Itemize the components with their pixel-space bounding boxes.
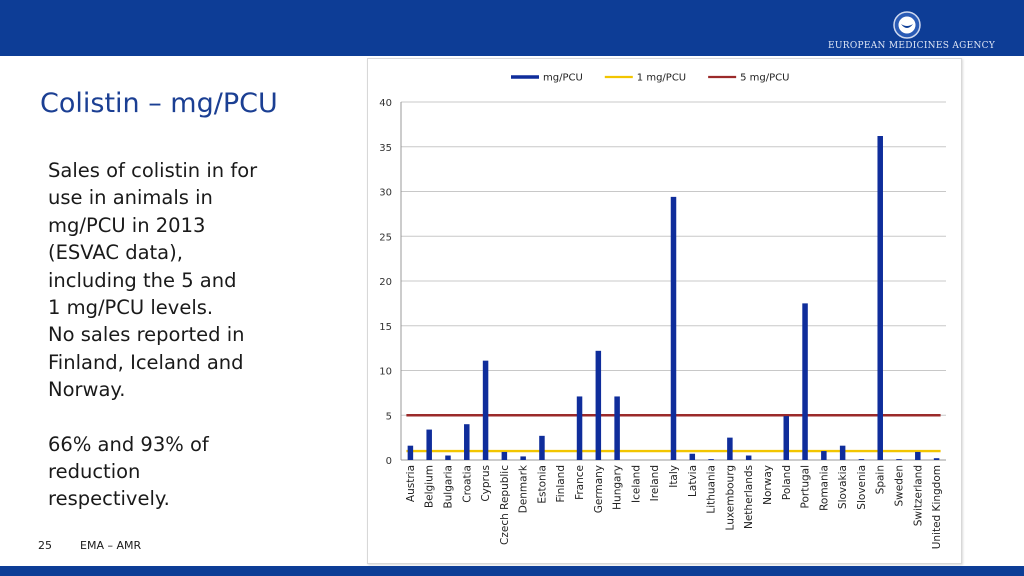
x-tick-label: Italy bbox=[668, 465, 680, 488]
x-tick-label: Poland bbox=[781, 465, 793, 500]
bar bbox=[464, 424, 470, 460]
y-tick-label: 0 bbox=[386, 456, 392, 467]
slide-body: Sales of colistin in for use in animals … bbox=[48, 157, 318, 513]
x-tick-label: Austria bbox=[405, 465, 417, 502]
bar bbox=[708, 459, 714, 460]
bar bbox=[520, 456, 526, 460]
bar bbox=[576, 396, 583, 460]
slide-title: Colistin – mg/PCU bbox=[40, 88, 278, 119]
agency-name: EUROPEAN MEDICINES AGENCY bbox=[828, 41, 996, 51]
y-tick-label: 10 bbox=[379, 367, 392, 378]
bar bbox=[595, 350, 602, 460]
legend-label: 5 mg/PCU bbox=[740, 73, 789, 84]
bar bbox=[482, 360, 489, 460]
x-tick-label: Iceland bbox=[630, 465, 642, 503]
x-tick-label: Switzerland bbox=[912, 465, 924, 526]
header-bar: EUROPEAN MEDICINES AGENCY bbox=[0, 0, 1024, 56]
y-tick-label: 15 bbox=[379, 322, 392, 333]
bar bbox=[858, 459, 865, 460]
x-tick-label: Finland bbox=[555, 465, 567, 503]
x-tick-label: United Kingdom bbox=[931, 465, 943, 549]
footer-bar bbox=[0, 566, 1024, 576]
bar bbox=[670, 196, 677, 460]
legend-label: mg/PCU bbox=[543, 73, 583, 84]
body-paragraph-2: 66% and 93% of reduction respectively. bbox=[48, 432, 209, 511]
x-tick-label: Estonia bbox=[536, 465, 548, 504]
bar bbox=[933, 458, 940, 460]
body-paragraph-1: Sales of colistin in for use in animals … bbox=[48, 159, 258, 402]
x-tick-label: Lithuania bbox=[706, 465, 718, 514]
chart-panel: 0 5 10 15 20 25 30 35 40 Austria Belgium Bulgaria Cr… bbox=[367, 58, 962, 564]
x-tick-label: Croatia bbox=[461, 465, 473, 503]
bar bbox=[839, 445, 846, 460]
x-tick-label: Ireland bbox=[649, 465, 661, 501]
ema-emblem-icon bbox=[893, 11, 921, 39]
x-tick-label: Slovakia bbox=[837, 465, 849, 509]
x-tick-label: Romania bbox=[818, 465, 830, 511]
x-tick-label: Norway bbox=[762, 465, 774, 505]
bar bbox=[896, 459, 902, 460]
bar bbox=[426, 429, 432, 460]
bar bbox=[802, 303, 808, 460]
y-tick-label: 30 bbox=[379, 188, 392, 199]
x-tick-label: Portugal bbox=[800, 465, 812, 509]
bar bbox=[689, 453, 696, 460]
x-tick-label: Netherlands bbox=[743, 465, 755, 529]
x-tick-label: Spain bbox=[875, 465, 887, 494]
x-tick-label: Denmark bbox=[518, 464, 530, 513]
bar bbox=[501, 451, 508, 460]
bar bbox=[407, 445, 414, 460]
legend-label: 1 mg/PCU bbox=[637, 73, 686, 84]
colistin-bar-chart: 0 5 10 15 20 25 30 35 40 Austria Belgium Bulgaria Cr… bbox=[379, 73, 946, 549]
x-tick-label: France bbox=[574, 465, 586, 500]
x-tick-label: Hungary bbox=[612, 465, 624, 510]
bar bbox=[915, 451, 921, 460]
x-tick-label: Sweden bbox=[894, 465, 906, 507]
bar bbox=[877, 136, 883, 460]
x-tick-label: Slovenia bbox=[856, 465, 868, 510]
bar bbox=[745, 455, 752, 460]
y-tick-label: 20 bbox=[379, 277, 392, 288]
x-tick-label: Czech Republic bbox=[499, 465, 511, 545]
y-tick-label: 25 bbox=[379, 232, 392, 243]
bar bbox=[727, 437, 733, 460]
bar bbox=[445, 455, 451, 460]
y-tick-label: 35 bbox=[379, 143, 392, 154]
y-tick-label: 5 bbox=[386, 411, 392, 422]
bar bbox=[821, 451, 827, 460]
x-tick-label: Luxembourg bbox=[724, 465, 736, 530]
x-tick-label: Belgium bbox=[424, 465, 436, 508]
bar bbox=[614, 396, 620, 460]
page-number: 25 bbox=[38, 539, 52, 552]
bar bbox=[783, 416, 790, 460]
y-tick-label: 40 bbox=[379, 98, 392, 109]
bar bbox=[539, 435, 545, 460]
x-tick-label: Cyprus bbox=[480, 465, 492, 502]
footer-text: EMA – AMR bbox=[80, 539, 142, 552]
x-tick-label: Germany bbox=[593, 465, 605, 513]
x-tick-label: Latvia bbox=[687, 465, 699, 497]
x-tick-label: Bulgaria bbox=[442, 465, 454, 509]
